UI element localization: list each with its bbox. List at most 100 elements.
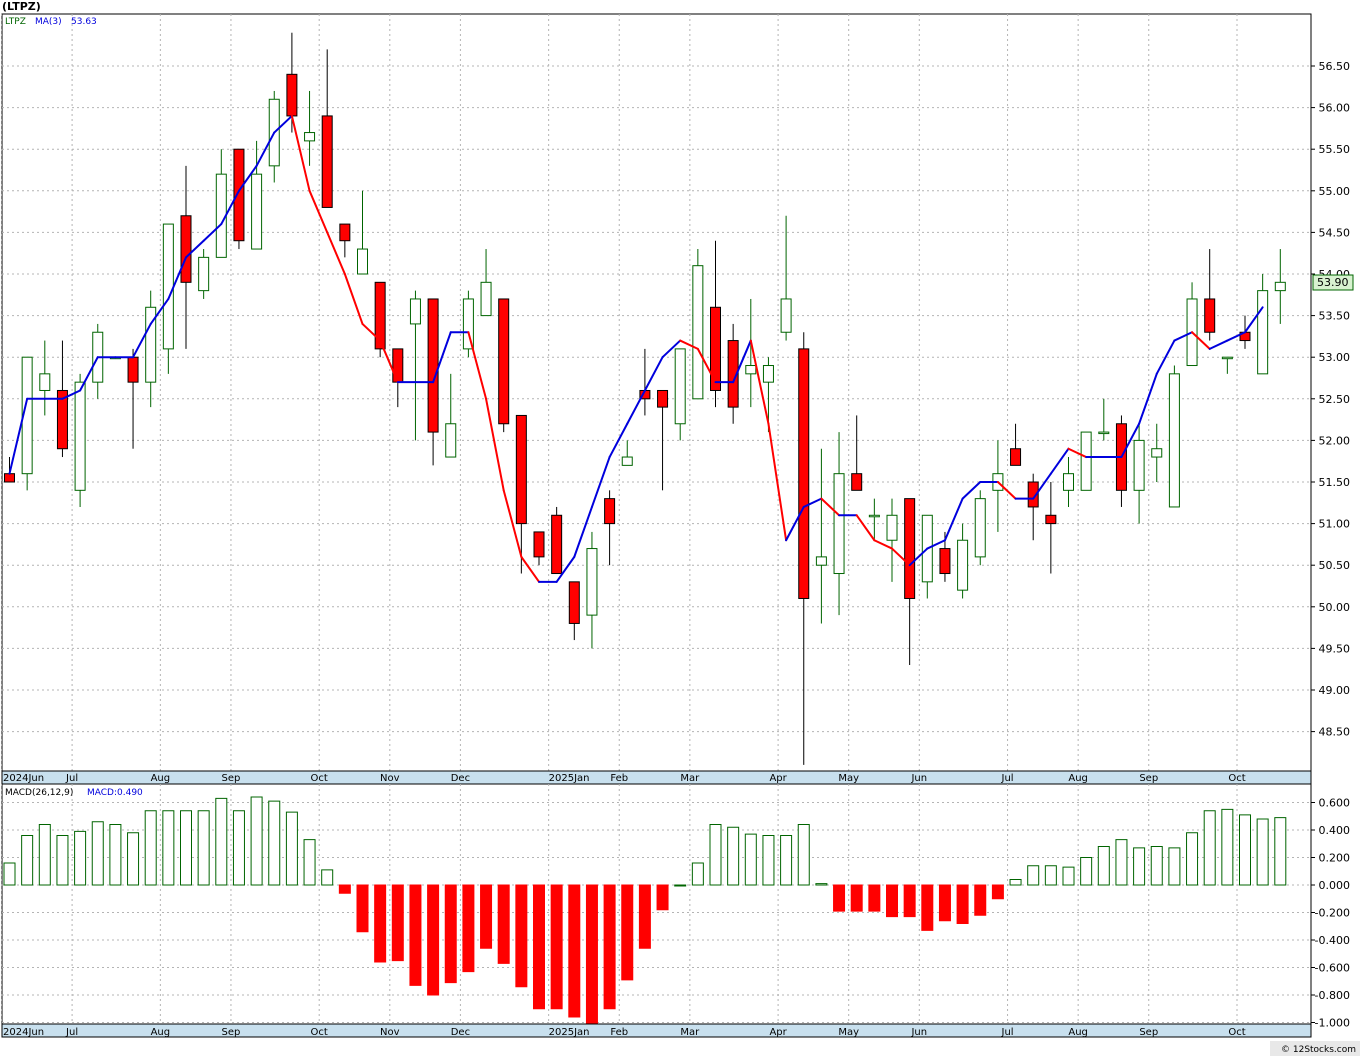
macd-bar-negative <box>850 884 863 912</box>
macd-bar-positive <box>815 883 828 886</box>
ma3-segment <box>485 397 505 492</box>
macd-x-tick-label: Oct <box>1228 1027 1245 1038</box>
ma3-segment <box>220 189 240 226</box>
candle-body-down <box>939 548 951 575</box>
candle-body-up <box>1098 431 1110 435</box>
ma3-segment <box>820 497 841 517</box>
ma3-segment <box>1155 339 1176 375</box>
price-y-tick-label: 48.50 <box>1319 726 1351 739</box>
macd-bar-positive <box>1203 810 1216 886</box>
candle-body-up <box>357 248 368 275</box>
ma3-segment <box>8 397 29 475</box>
candle-body-down <box>657 389 669 408</box>
macd-bar-positive <box>232 810 245 886</box>
ma3-segment <box>555 555 576 583</box>
macd-bar-positive <box>1274 817 1287 886</box>
macd-y-tick-label: -0.200 <box>1315 907 1350 920</box>
price-x-tick-label: Aug <box>151 773 171 784</box>
ma3-segment <box>996 481 1017 500</box>
macd-bar-positive <box>1062 866 1075 886</box>
ma3-segment <box>1244 306 1264 334</box>
macd-bar-negative <box>638 884 651 949</box>
macd-bar-negative <box>409 884 422 986</box>
macd-bar-negative <box>833 884 846 912</box>
macd-bar-positive <box>1186 832 1199 886</box>
macd-bar-positive <box>144 810 157 886</box>
candle-body-down <box>233 148 245 242</box>
macd-bar-positive <box>91 821 104 886</box>
candle-body-up <box>1221 356 1233 360</box>
candle-body-up <box>462 298 474 350</box>
ma3-segment <box>943 497 964 542</box>
macd-y-tick-label: 0.600 <box>1319 797 1351 810</box>
copyright: © 12Stocks.com <box>1281 1045 1356 1055</box>
macd-date-strip <box>1 1023 1312 1038</box>
ma3-segment <box>167 256 187 300</box>
ma3-segment <box>290 114 311 192</box>
candle-body-down <box>904 498 916 599</box>
macd-x-tick-label: Jun <box>910 1027 927 1038</box>
candle-body-down <box>1045 514 1057 525</box>
candle-body-up <box>957 539 969 591</box>
ma3-segment <box>855 514 876 542</box>
macd-x-tick-label: Jul <box>1001 1027 1014 1038</box>
macd-bar-positive <box>1115 839 1128 886</box>
candle-body-up <box>409 298 421 325</box>
price-x-tick-label: Aug <box>1068 773 1088 784</box>
macd-bar-positive <box>197 810 210 886</box>
candle-body-down <box>710 306 721 391</box>
macd-bar-negative <box>444 884 457 984</box>
ma3-segment <box>608 422 629 459</box>
macd-bar-positive <box>727 826 740 886</box>
price-x-tick-label: 2025Jan <box>549 773 590 784</box>
candle-body-up <box>1063 473 1074 491</box>
ma3-segment <box>432 331 452 384</box>
ma3-segment <box>785 505 805 542</box>
ma3-segment <box>326 231 346 275</box>
price-x-tick-label: Jun <box>910 773 927 784</box>
ma3-segment <box>502 489 523 558</box>
price-x-tick-label: May <box>838 773 859 784</box>
candle-body-up <box>74 381 86 491</box>
macd-bar-positive <box>674 884 687 887</box>
macd-x-tick-label: Feb <box>610 1027 628 1038</box>
ma3-segment <box>1191 331 1211 350</box>
macd-bar-negative <box>427 884 440 996</box>
macd-bar-positive <box>215 797 228 886</box>
candle-body-down <box>321 115 333 208</box>
macd-bar-positive <box>321 869 334 886</box>
candle-body-down <box>286 73 298 117</box>
price-y-tick-label: 54.50 <box>1319 226 1351 239</box>
macd-y-tick-label: -0.800 <box>1315 989 1350 1002</box>
candle-body-down <box>427 298 439 433</box>
macd-x-tick-label: Aug <box>1068 1027 1088 1038</box>
price-marks <box>4 32 1286 765</box>
macd-bar-positive <box>3 862 16 886</box>
legend-ma-label: MA(3) <box>35 17 62 27</box>
candle-body-up <box>304 132 316 142</box>
ma3-segment <box>926 539 946 550</box>
price-x-tick-label: Dec <box>451 773 470 784</box>
macd-bar-negative <box>656 884 669 911</box>
macd-bar-positive <box>56 835 69 886</box>
price-y-tick-label: 56.00 <box>1319 102 1351 115</box>
macd-grid <box>1 784 1311 1024</box>
macd-bar-negative <box>991 884 1004 900</box>
macd-x-tick-label: Oct <box>311 1027 328 1038</box>
candle-body-up <box>1274 281 1286 292</box>
candle-body-up <box>162 223 174 350</box>
macd-bar-positive <box>797 824 810 886</box>
ma3-segment <box>132 322 152 359</box>
macd-x-tick-label: Sep <box>222 1027 241 1038</box>
ma3-segment <box>1226 331 1246 342</box>
ma3-segment <box>1049 447 1070 475</box>
macd-bar-negative <box>585 884 598 1029</box>
macd-x-tick-label: May <box>838 1027 859 1038</box>
macd-bar-positive <box>1256 818 1269 886</box>
candle-body-up <box>586 548 598 616</box>
macd-panel: -1.000 -0.800 -0.600 -0.400 -0.200 0.000 0.200… <box>1 783 1351 1038</box>
candle-body-up <box>692 265 704 400</box>
macd-bar-positive <box>109 824 122 886</box>
macd-bar-positive <box>1168 847 1181 886</box>
